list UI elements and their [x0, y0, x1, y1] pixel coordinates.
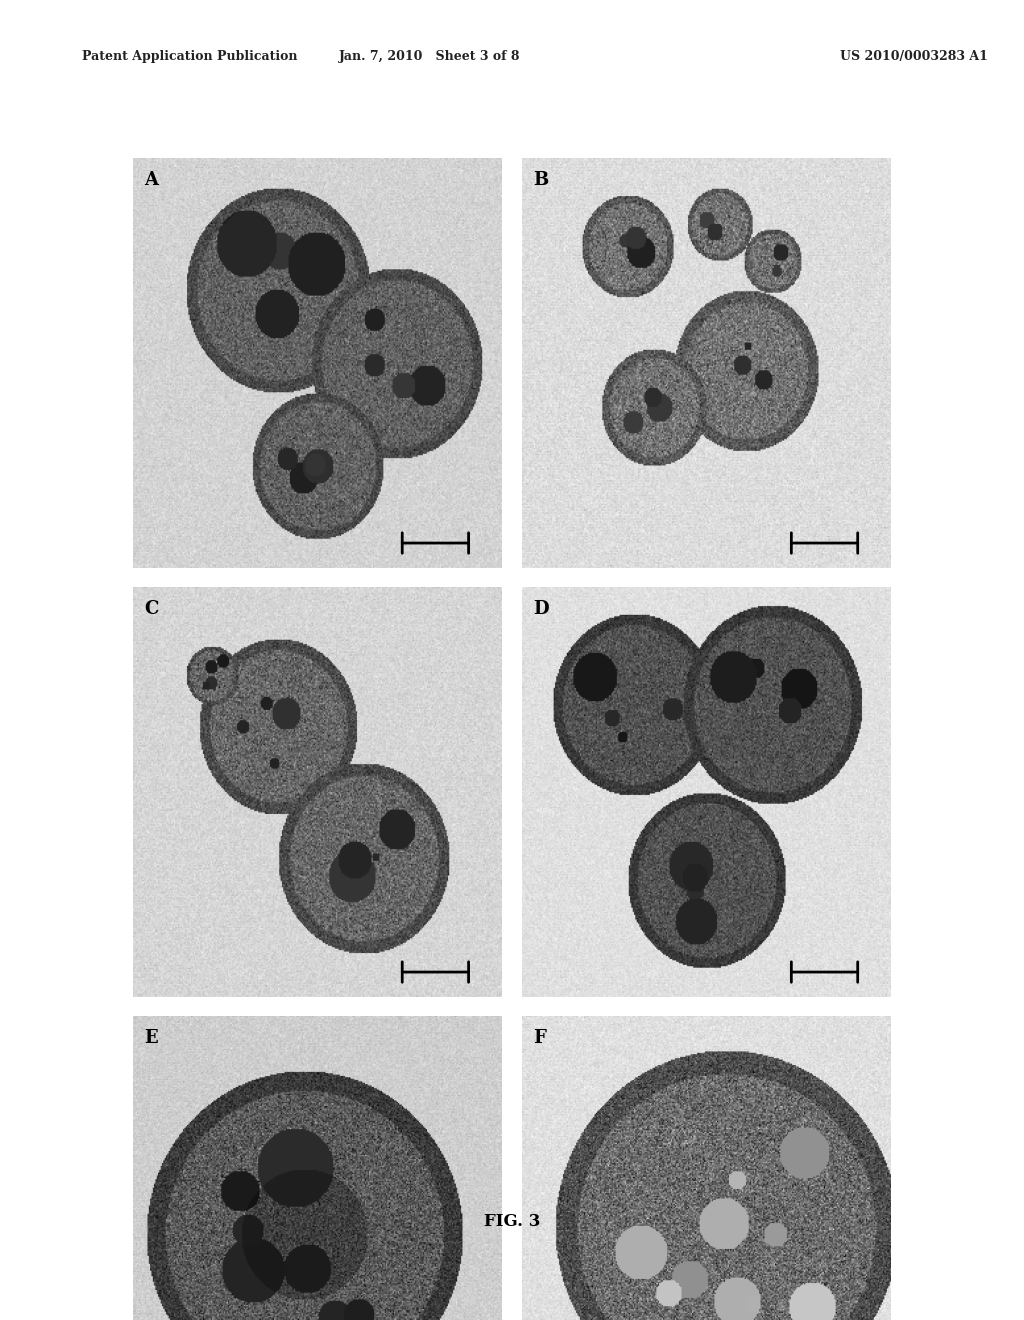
- Text: Patent Application Publication: Patent Application Publication: [82, 50, 297, 63]
- Text: US 2010/0003283 A1: US 2010/0003283 A1: [840, 50, 987, 63]
- Text: A: A: [144, 170, 158, 189]
- Text: D: D: [534, 599, 549, 618]
- Text: B: B: [534, 170, 549, 189]
- Text: E: E: [144, 1030, 158, 1048]
- Text: C: C: [144, 599, 159, 618]
- Text: F: F: [534, 1030, 546, 1048]
- Text: Jan. 7, 2010   Sheet 3 of 8: Jan. 7, 2010 Sheet 3 of 8: [339, 50, 521, 63]
- Text: FIG. 3: FIG. 3: [483, 1213, 541, 1229]
